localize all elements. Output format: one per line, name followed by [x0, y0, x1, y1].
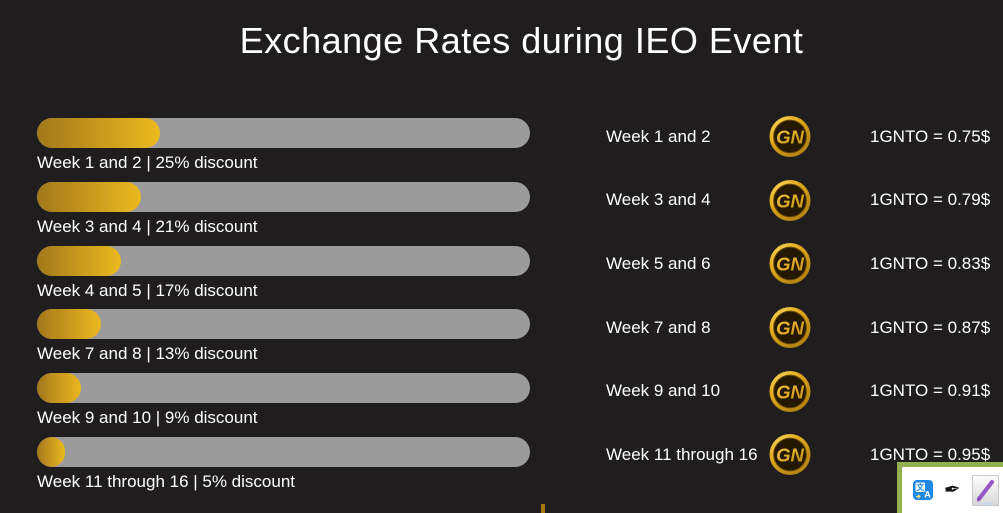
rate-row: Week 3 and 4 GN 1GNTO = 0.79$ — [606, 169, 1003, 233]
discount-bar-track — [37, 436, 530, 467]
rate-value: 1GNTO = 0.91$ — [870, 381, 991, 401]
discount-bar-track — [37, 118, 530, 148]
coin-symbol: GN — [776, 317, 804, 338]
discount-bar-label: Week 1 and 2 | 25% discount — [37, 153, 258, 172]
discount-bars: Week 1 and 2 | 25% discount Week 3 and 4… — [37, 118, 530, 501]
discount-bar-fill — [37, 436, 65, 467]
coin-symbol: GN — [776, 445, 804, 466]
coin-symbol: GN — [776, 190, 804, 211]
rate-row: Week 1 and 2 GN 1GNTO = 0.75$ — [606, 105, 1003, 169]
discount-bar-row: Week 3 and 4 | 21% discount — [37, 181, 530, 246]
rate-value: 1GNTO = 0.75$ — [870, 126, 991, 146]
rate-row: Week 9 and 10 GN 1GNTO = 0.91$ — [606, 359, 1003, 423]
discount-bar-track — [37, 181, 530, 212]
gnto-coin-icon: GN — [769, 306, 811, 349]
discount-bar-row: Week 11 through 16 | 5% discount — [37, 436, 530, 501]
coin-symbol: GN — [776, 381, 804, 402]
svg-text:文: 文 — [916, 482, 925, 492]
discount-bar-fill — [37, 118, 161, 148]
rate-value: 1GNTO = 0.79$ — [870, 190, 991, 210]
discount-bar-fill — [37, 373, 82, 404]
discount-bar-track — [37, 245, 530, 276]
rate-table: Week 1 and 2 GN 1GNTO = 0.75$ Week 3 and… — [606, 105, 1003, 487]
gnto-coin-icon: GN — [769, 242, 811, 285]
translate-icon[interactable]: 文 A — [913, 480, 933, 500]
rate-week-label: Week 5 and 6 — [606, 253, 711, 273]
discount-bar-fill — [37, 309, 102, 340]
discount-bar-label: Week 9 and 10 | 9% discount — [37, 408, 258, 428]
discount-bar-fill — [37, 245, 121, 276]
discount-bar-track — [37, 373, 530, 404]
gnto-coin-icon: GN — [769, 115, 811, 158]
discount-bar-label: Week 4 and 5 | 17% discount — [37, 280, 258, 300]
coin-symbol: GN — [776, 127, 804, 148]
purple-pen-icon[interactable] — [971, 474, 999, 506]
rate-week-label: Week 1 and 2 — [606, 126, 711, 146]
rate-row: Week 5 and 6 GN 1GNTO = 0.83$ — [606, 232, 1003, 296]
rate-value: 1GNTO = 0.95$ — [870, 444, 991, 464]
discount-bar-label: Week 7 and 8 | 13% discount — [37, 344, 258, 364]
discount-bar-fill — [37, 181, 141, 212]
ink-quill-icon[interactable]: ✒ — [942, 477, 963, 503]
discount-bar-row: Week 4 and 5 | 17% discount — [37, 245, 530, 310]
rate-value: 1GNTO = 0.83$ — [870, 253, 991, 273]
extension-popup[interactable]: 文 A ✒ — [897, 462, 1003, 513]
popup-icon-bar: 文 A ✒ — [902, 474, 999, 506]
page-title: Exchange Rates during IEO Event — [239, 20, 804, 61]
svg-text:A: A — [924, 490, 931, 500]
below-fold-element-edge — [541, 504, 545, 513]
rate-week-label: Week 9 and 10 — [606, 381, 721, 401]
coin-symbol: GN — [776, 254, 804, 275]
rate-week-label: Week 7 and 8 — [606, 317, 711, 337]
rate-row: Week 7 and 8 GN 1GNTO = 0.87$ — [606, 296, 1003, 360]
discount-bar-label: Week 11 through 16 | 5% discount — [37, 471, 296, 491]
discount-bar-row: Week 1 and 2 | 25% discount — [37, 118, 530, 182]
discount-bar-label: Week 3 and 4 | 21% discount — [37, 216, 258, 236]
discount-bar-row: Week 7 and 8 | 13% discount — [37, 309, 530, 373]
gnto-coin-icon: GN — [769, 179, 811, 222]
rate-row: Week 11 through 16 GN 1GNTO = 0.95$ — [606, 423, 1003, 487]
rate-week-label: Week 11 through 16 — [606, 444, 758, 464]
gnto-coin-icon: GN — [769, 433, 811, 476]
discount-bar-row: Week 9 and 10 | 9% discount — [37, 373, 530, 437]
rate-value: 1GNTO = 0.87$ — [870, 317, 991, 337]
discount-bar-track — [37, 309, 530, 340]
rate-week-label: Week 3 and 4 — [606, 190, 711, 210]
gnto-coin-icon: GN — [769, 370, 811, 413]
